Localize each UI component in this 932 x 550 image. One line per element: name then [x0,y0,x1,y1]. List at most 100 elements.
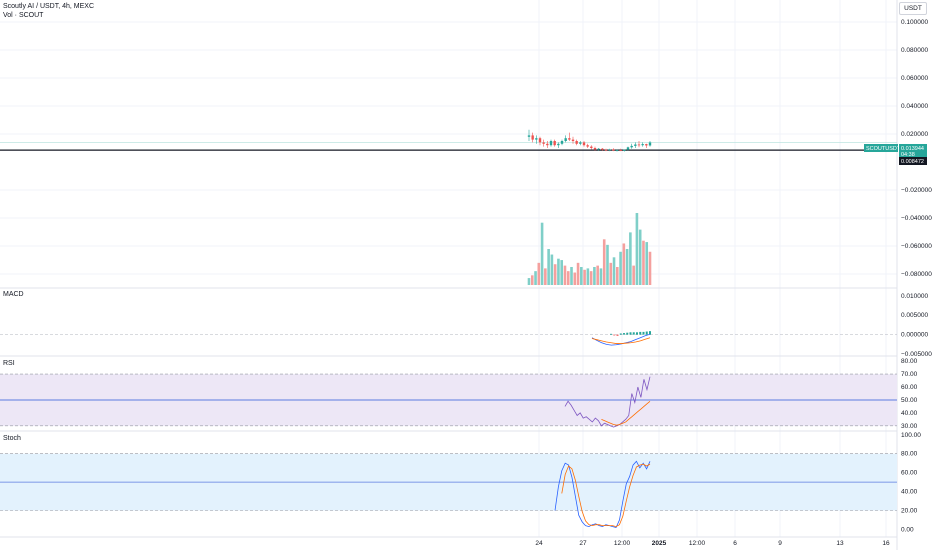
candle [557,142,560,148]
price-badge: 0.013944 04:38 [899,144,927,158]
price-axis-label: −0.040000 [901,215,932,222]
stoch-pane[interactable] [0,453,897,529]
candle-body [579,142,582,144]
volume-bar [632,265,635,285]
time-axis-label: 6 [733,540,737,547]
macd-title: MACD [3,291,24,298]
time-axis-label: 13 [836,540,844,547]
grid-lines [0,0,897,537]
volume-bar [625,249,629,285]
candle [608,148,611,152]
candle [568,132,571,141]
candle-body [597,148,600,150]
volume-bar [589,271,593,285]
stoch-d-line [561,463,651,528]
candle-body [634,144,637,146]
time-axis-label: 24 [535,540,543,547]
line-price-badge: 0.008472 [899,157,927,165]
rsi-axis-label: 50.00 [901,397,918,404]
candle [597,148,600,151]
rsi-pane[interactable] [0,373,897,428]
rsi-line [564,376,651,428]
symbol-badge: SCOUTUSDT [864,144,901,152]
candle [619,148,622,152]
rsi-axis-label: 40.00 [901,410,918,417]
macd-histogram-bar [639,331,642,335]
candle-body [637,144,641,146]
candle [546,141,549,148]
volume-bar [540,222,544,285]
macd-histogram-bar [616,334,619,336]
candle-body [608,149,611,151]
candle [549,139,553,147]
candle [579,141,582,146]
rsi-axis-label: 60.00 [901,384,918,391]
volume-bar [648,251,652,285]
candle [575,139,578,146]
candle [538,136,542,146]
stoch-axis-label: 80.00 [901,451,918,458]
candle-body [615,150,619,151]
stoch-title: Stoch [3,435,21,442]
candle-body [586,145,589,147]
macd-histogram-bar [610,333,612,335]
time-axis-label: 16 [882,540,890,547]
volume-pane [527,213,652,285]
candle [634,142,637,148]
price-badge-value: 0.013944 [901,146,924,152]
rsi-axis-label: 30.00 [901,423,918,430]
candle-body [645,144,648,146]
price-badge-countdown: 04:38 [901,152,915,158]
candle-body [619,150,622,151]
volume-bar [580,267,583,285]
macd-histogram-bar [626,332,629,335]
volume-bar [586,268,590,285]
volume-bar [544,268,547,285]
symbol-badge-label: SCOUTUSDT [866,146,901,152]
rsi-axis-label: 80.00 [901,358,918,365]
volume-bar [570,267,573,285]
volume-bar [550,254,554,285]
price-axis-label: 0.100000 [901,19,928,26]
stoch-k-line [554,460,651,529]
time-axis-label: 9 [778,540,782,547]
candle-body [549,141,553,146]
candle-body [575,141,578,144]
volume-bar [609,262,613,285]
volume-bar [553,264,557,285]
volume-bar [596,265,599,285]
price-axis-label: 0.080000 [901,47,928,54]
stoch-axis-label: 0.00 [901,526,914,533]
macd-axis-label: 0.005000 [901,312,928,319]
volume-bar [638,229,642,285]
volume-bar [619,251,622,285]
candle [535,135,538,144]
volume-bar [593,267,596,285]
price-axis-label: 0.060000 [901,75,928,82]
macd-axis-label: 0.010000 [901,293,928,300]
stoch-axis-label: 40.00 [901,489,918,496]
candle-body [571,139,575,141]
candle [582,141,586,147]
price-axis[interactable]: 0.100000 0.080000 0.060000 0.040000 0.020000… [901,19,932,533]
macd-axis-label: −0.005000 [901,351,932,358]
rsi-ma-line [601,400,651,426]
volume-bar [560,260,564,285]
volume-bar [563,265,567,285]
currency-selector[interactable]: USDT [899,2,927,15]
macd-histogram-bar [649,331,651,335]
time-axis[interactable]: 24 27 12:00 2025 12:00 6 9 13 16 [535,540,890,547]
price-axis-label: 0.040000 [901,103,928,110]
price-pane[interactable] [0,129,897,152]
macd-signal-line [591,337,651,344]
macd-histogram-bar [629,332,632,335]
candle [612,148,615,152]
candle [593,146,597,151]
volume-bar [583,269,586,285]
macd-pane[interactable] [0,331,897,346]
candle-body [612,149,615,151]
time-axis-label: 2025 [652,540,667,547]
price-axis-label: −0.080000 [901,271,932,278]
volume-bar [642,240,645,285]
